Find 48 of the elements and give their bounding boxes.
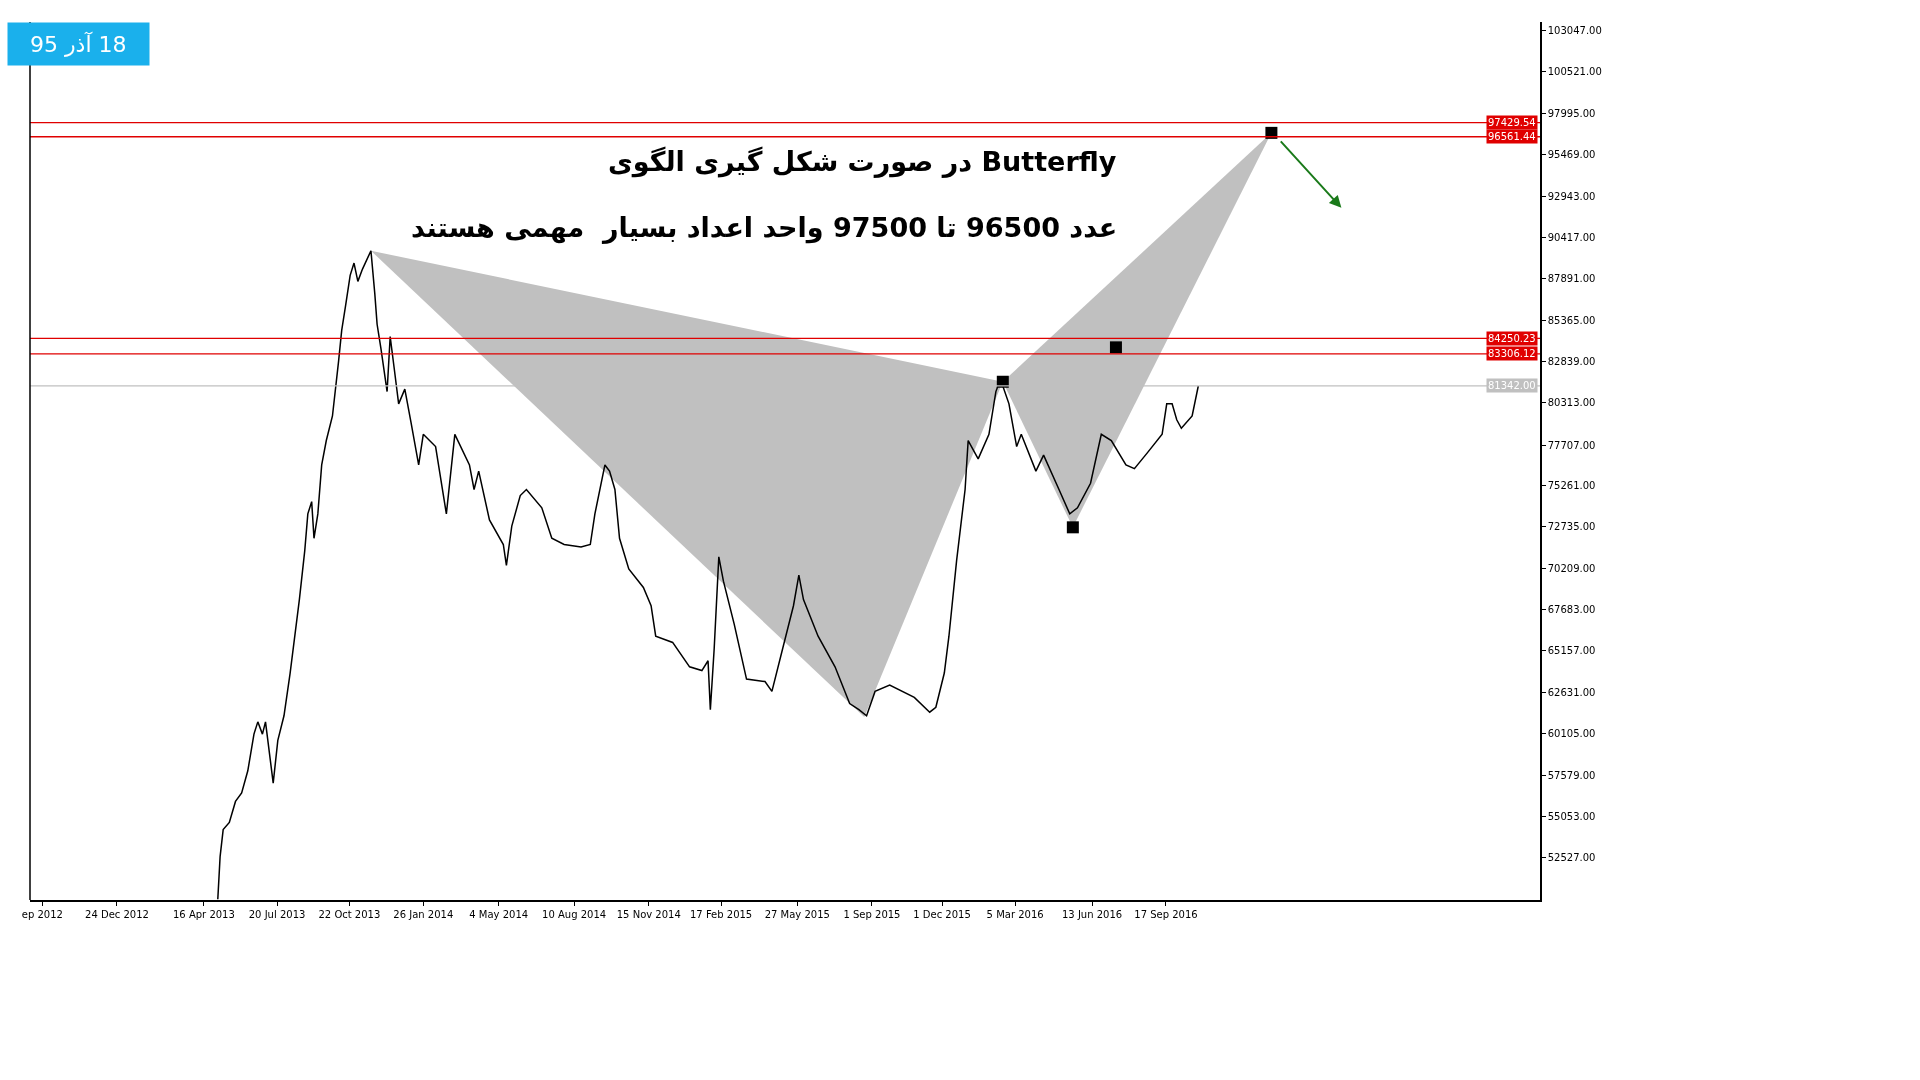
y-tick-label: 82839.00 (1547, 355, 1596, 367)
text: 18 آذر 95 (16, 31, 141, 57)
x-tick-label: 5 Mar 2016 (986, 908, 1044, 920)
x-tick-label: 1 Sep 2015 (843, 908, 901, 920)
y-tick-label: 103047.00 (1547, 25, 1602, 37)
annotation: عدد 96500 تا 97500 واحد اعداد بسیار مهمی هستند (411, 212, 1118, 244)
ref-line-label: 96561.44 (1488, 131, 1536, 142)
x-tick-label: 16 Apr 2013 (173, 908, 235, 920)
x-tick-label: 22 Oct 2013 (318, 908, 381, 920)
y-tick-label: 57579.00 (1547, 769, 1596, 781)
y-tick-label: 95469.00 (1547, 149, 1596, 161)
y-tick-label: 100521.00 (1547, 66, 1602, 78)
point (1265, 126, 1278, 139)
y-tick-label: 92943.00 (1547, 190, 1596, 202)
x-tick-label: 15 Nov 2014 (616, 908, 681, 920)
x-tick-label: 17 Feb 2015 (689, 908, 753, 920)
x-tick-label: 26 Jan 2014 (393, 908, 454, 920)
x-tick-label: 17 Sep 2016 (1134, 908, 1198, 920)
y-tick-label: 87891.00 (1547, 273, 1596, 285)
x-tick-label: 27 May 2015 (764, 908, 830, 920)
x-tick-label: 20 Jul 2013 (248, 908, 306, 920)
y-tick-label: 60105.00 (1547, 728, 1596, 740)
x-tick-label: 13 Jun 2016 (1062, 908, 1123, 920)
x-tick-label: 1 Dec 2015 (913, 908, 971, 920)
y-tick-label: 97995.00 (1547, 107, 1596, 119)
point (1109, 341, 1122, 354)
y-tick-label: 62631.00 (1547, 686, 1596, 698)
y-tick-label: 75261.00 (1547, 480, 1596, 492)
y-tick-label: 70209.00 (1547, 562, 1596, 574)
y-tick-label: 77707.00 (1547, 439, 1596, 451)
y-tick-label: 80313.00 (1547, 397, 1596, 409)
ref-line-label: 81342.00 (1488, 380, 1536, 391)
ref-line-label: 84250.23 (1488, 333, 1536, 344)
ref-line-label: 83306.12 (1488, 348, 1536, 359)
y-tick-label: 90417.00 (1547, 231, 1596, 243)
x-tick-label: 4 May 2014 (469, 908, 529, 920)
y-tick-label: 52527.00 (1547, 852, 1596, 864)
point (1066, 521, 1079, 534)
y-tick-label: 72735.00 (1547, 521, 1596, 533)
annotation: در صورت شکل گیری الگوی Butterfly (608, 146, 1117, 178)
y-tick-label: 85365.00 (1547, 314, 1596, 326)
y-tick-label: 55053.00 (1547, 810, 1596, 822)
ref-line-label: 97429.54 (1488, 117, 1536, 128)
y-tick-label: 67683.00 (1547, 604, 1596, 616)
y-tick-label: 65157.00 (1547, 645, 1596, 657)
x-tick-label: 10 Aug 2014 (542, 908, 607, 920)
x-tick-label: ep 2012 (21, 908, 63, 920)
x-tick-label: 24 Dec 2012 (85, 908, 149, 920)
